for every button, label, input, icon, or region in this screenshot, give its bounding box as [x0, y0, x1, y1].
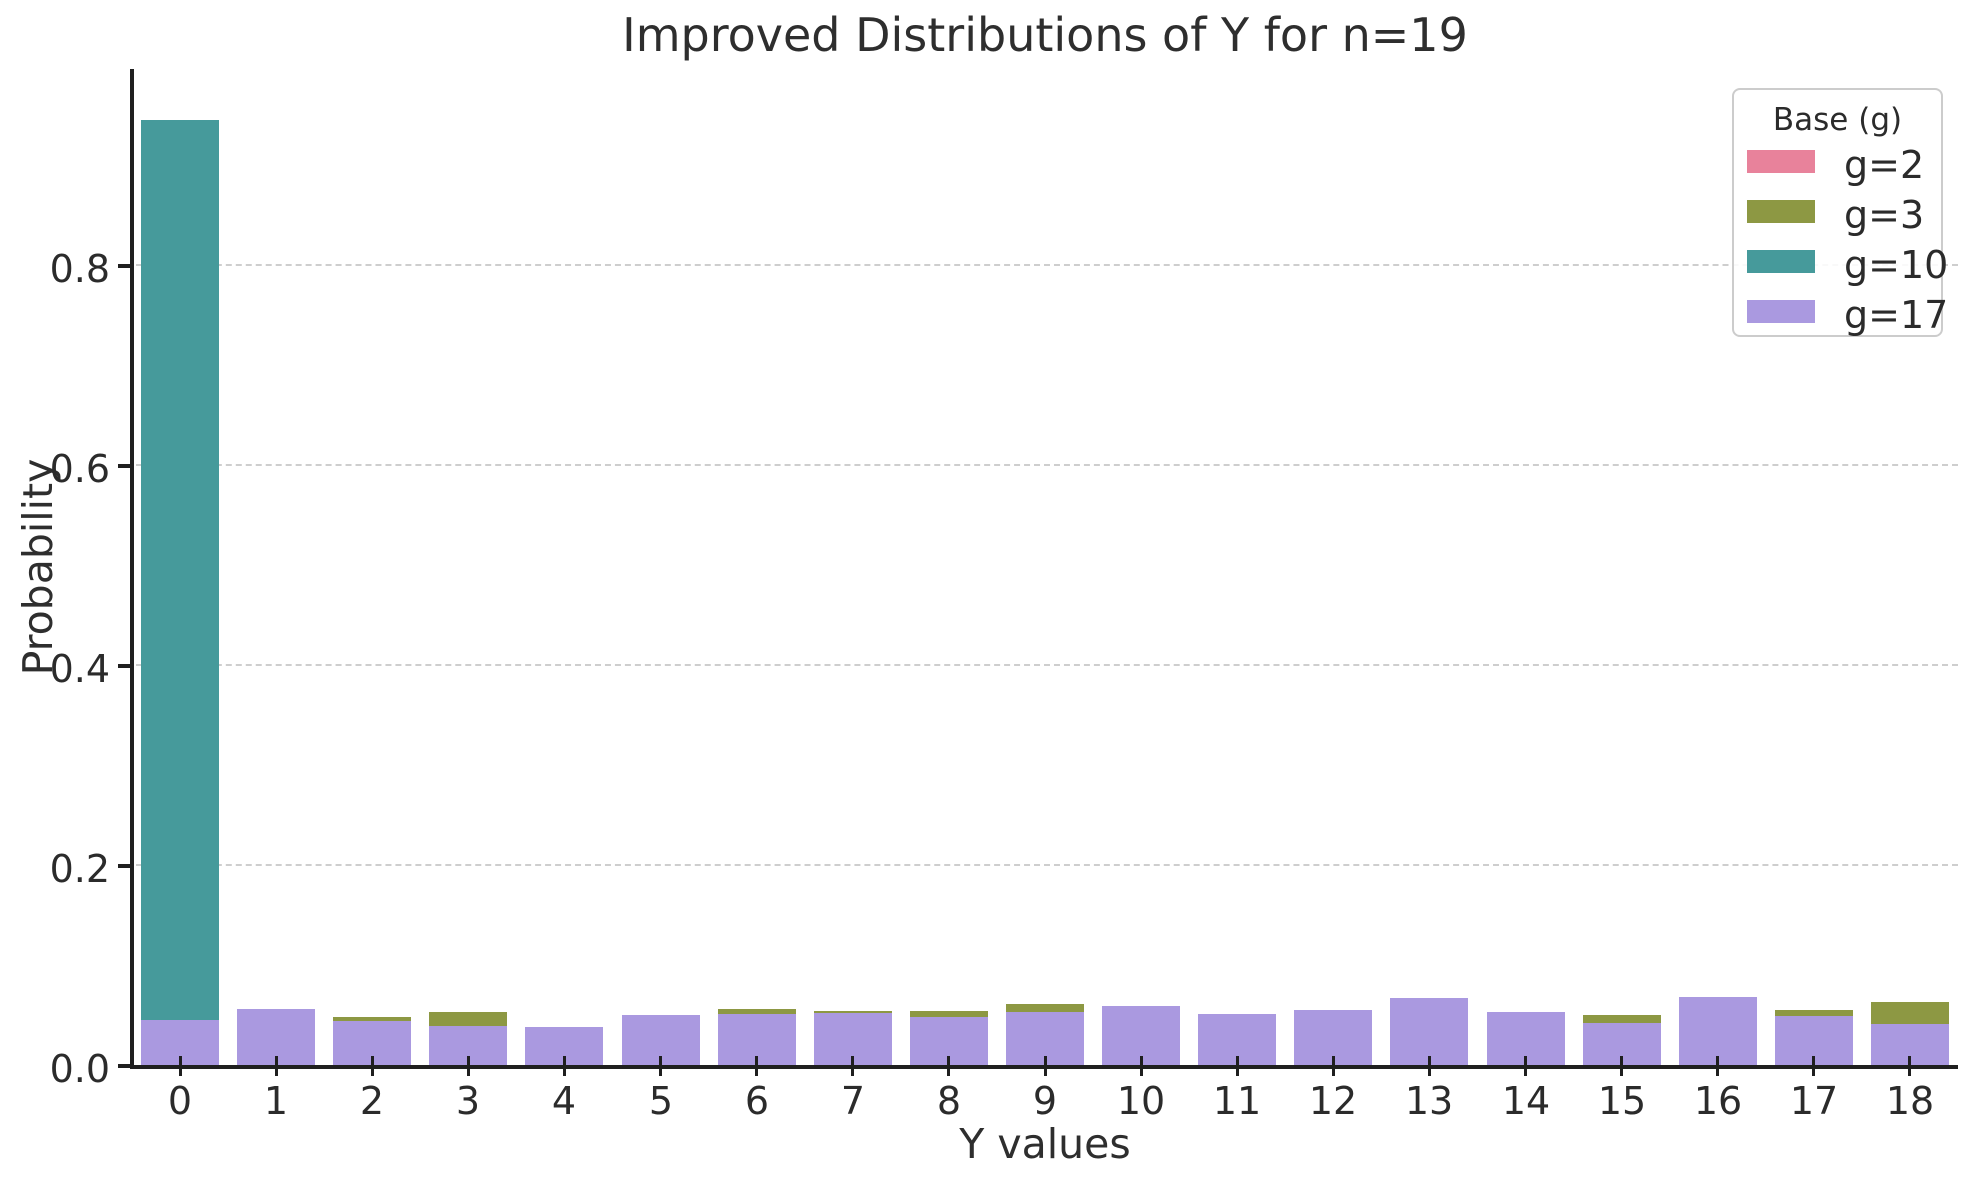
legend-title: Base (g) [1772, 102, 1903, 138]
x-tick-4 [563, 1056, 566, 1076]
x-tick-label-11: 11 [1212, 1079, 1262, 1123]
x-tick-label-8: 8 [936, 1079, 962, 1123]
y-tick-0.0 [118, 1064, 130, 1068]
x-tick-label-5: 5 [648, 1079, 674, 1123]
x-tick-label-3: 3 [455, 1079, 481, 1123]
gridline-0.4 [136, 664, 1958, 666]
x-tick-label-18: 18 [1885, 1079, 1935, 1123]
x-tick-1 [275, 1056, 278, 1076]
y-tick-label-0.8: 0.8 [49, 247, 110, 291]
bar-g=17-x16 [1679, 997, 1757, 1065]
x-tick-label-10: 10 [1116, 1079, 1166, 1123]
x-tick-13 [1428, 1056, 1431, 1076]
gridline-0.8 [136, 264, 1958, 266]
x-tick-3 [467, 1056, 470, 1076]
y-tick-label-0.2: 0.2 [49, 847, 110, 891]
x-tick-0 [179, 1056, 182, 1076]
bar-g=17-x13 [1390, 998, 1468, 1065]
x-tick-label-4: 4 [551, 1079, 577, 1123]
x-tick-label-13: 13 [1404, 1079, 1454, 1123]
x-tick-label-7: 7 [840, 1079, 866, 1123]
x-tick-15 [1620, 1056, 1623, 1076]
legend-swatch-g=10 [1747, 250, 1815, 273]
x-tick-8 [947, 1056, 950, 1076]
y-tick-0.4 [118, 664, 130, 668]
x-tick-label-0: 0 [167, 1079, 193, 1123]
x-tick-label-2: 2 [359, 1079, 385, 1123]
legend-swatch-g=2 [1747, 150, 1815, 173]
x-axis-label: Y values [959, 1120, 1131, 1168]
y-tick-label-0.6: 0.6 [49, 447, 110, 491]
y-tick-0.8 [118, 264, 130, 268]
x-tick-17 [1812, 1056, 1815, 1076]
x-tick-16 [1716, 1056, 1719, 1076]
x-tick-18 [1908, 1056, 1911, 1076]
gridline-0.6 [136, 464, 1958, 466]
y-axis-label: Probability [14, 458, 62, 676]
bar-g=17-x12 [1294, 1010, 1372, 1065]
x-tick-5 [659, 1056, 662, 1076]
legend-label-g=10: g=10 [1844, 243, 1949, 287]
chart-title: Improved Distributions of Y for n=19 [622, 8, 1468, 62]
x-tick-label-15: 15 [1597, 1079, 1647, 1123]
x-tick-label-6: 6 [744, 1079, 770, 1123]
y-tick-label-0.4: 0.4 [49, 647, 110, 691]
bar-g=10-x0 [141, 120, 219, 1065]
x-tick-7 [851, 1056, 854, 1076]
x-tick-14 [1524, 1056, 1527, 1076]
x-tick-6 [755, 1056, 758, 1076]
bar-g=17-x10 [1102, 1006, 1180, 1065]
y-tick-label-0.0: 0.0 [49, 1047, 110, 1091]
x-tick-11 [1236, 1056, 1239, 1076]
x-tick-2 [371, 1056, 374, 1076]
gridline-0.2 [136, 864, 1958, 866]
x-tick-label-17: 17 [1789, 1079, 1839, 1123]
bar-g=17-x1 [237, 1009, 315, 1065]
x-tick-label-9: 9 [1032, 1079, 1058, 1123]
y-tick-0.6 [118, 464, 130, 468]
x-tick-10 [1140, 1056, 1143, 1076]
x-tick-9 [1044, 1056, 1047, 1076]
legend: Base (g) g=2 g=3 g=10 g=17 [1732, 88, 1948, 337]
legend-label-g=2: g=2 [1844, 143, 1925, 187]
x-tick-label-12: 12 [1308, 1079, 1358, 1123]
legend-swatch-g=17 [1747, 300, 1815, 323]
x-tick-label-14: 14 [1501, 1079, 1551, 1123]
x-tick-12 [1332, 1056, 1335, 1076]
legend-swatch-g=3 [1747, 200, 1815, 223]
x-tick-label-16: 16 [1693, 1079, 1743, 1123]
left-spine [130, 69, 134, 1069]
legend-label-g=17: g=17 [1844, 293, 1949, 337]
legend-label-g=3: g=3 [1844, 193, 1925, 237]
x-tick-label-1: 1 [263, 1079, 289, 1123]
y-tick-0.2 [118, 864, 130, 868]
